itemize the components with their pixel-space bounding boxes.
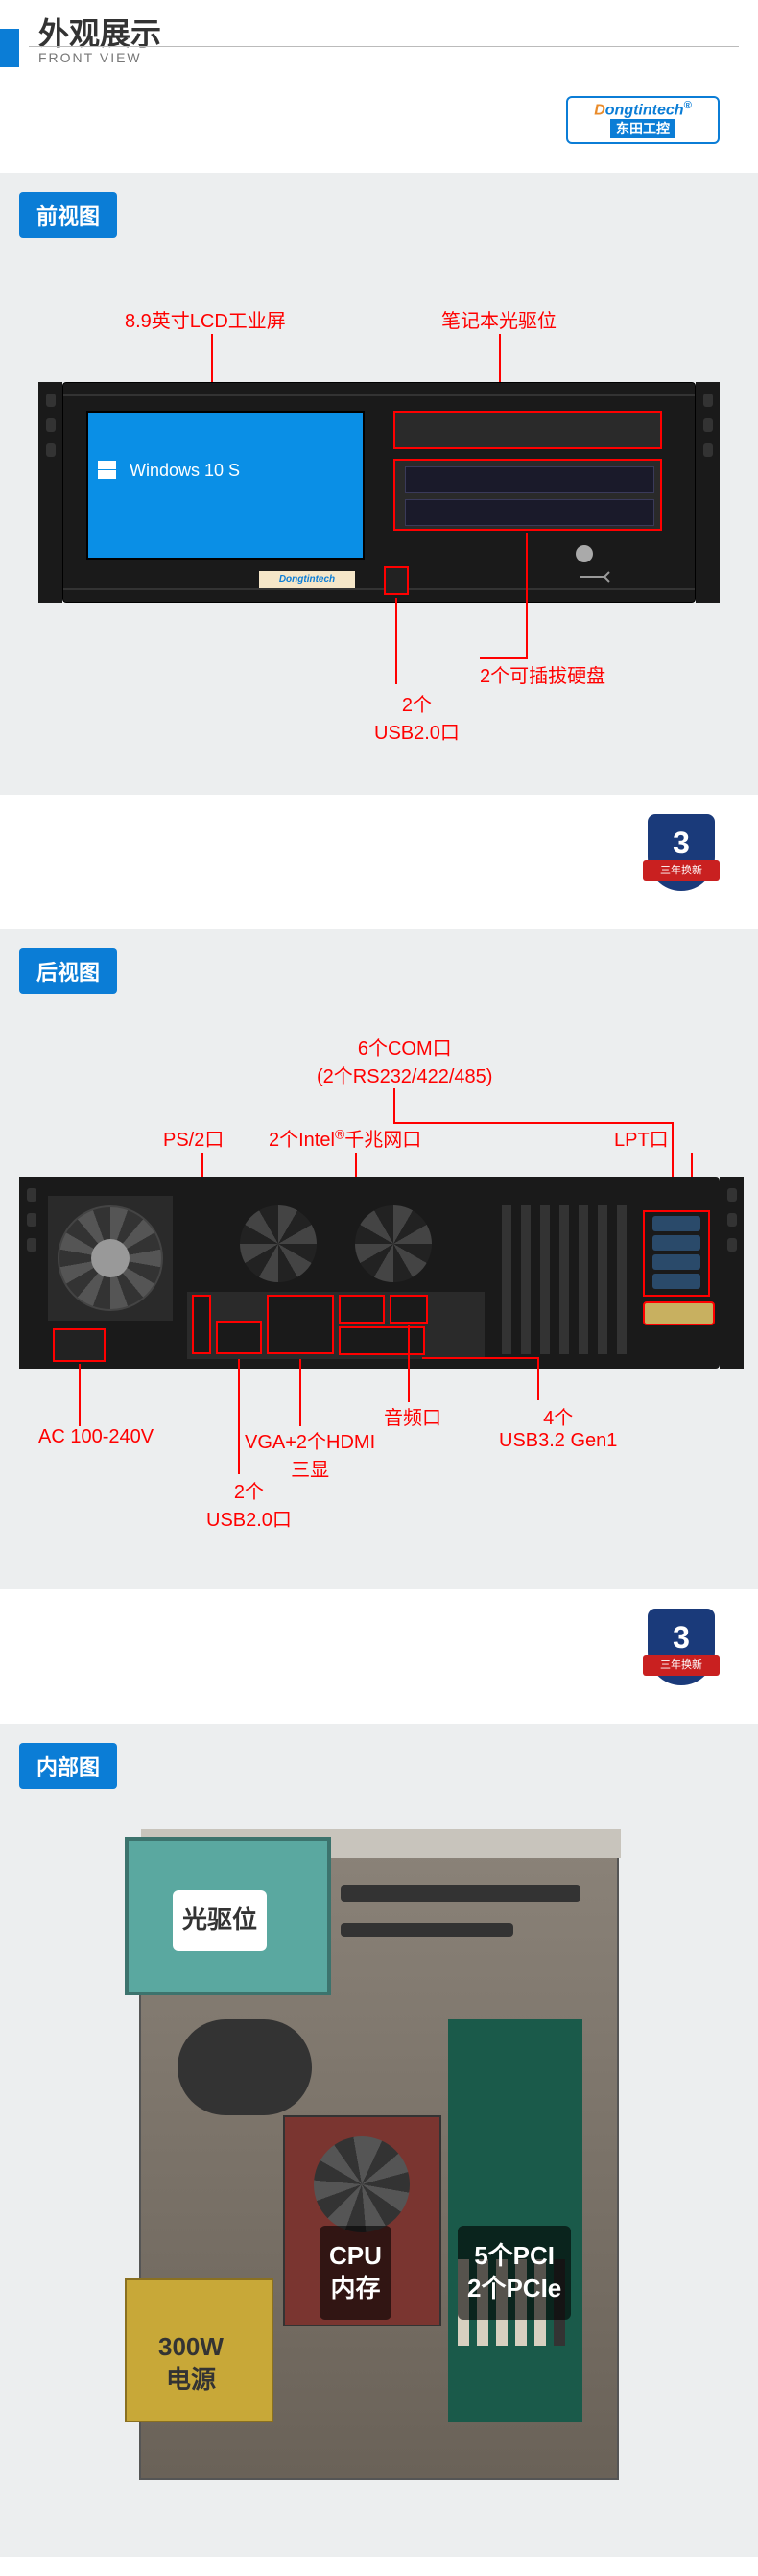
callout-lan: 2个Intel®千兆网口 xyxy=(269,1124,421,1152)
callout-usb: 2个 USB2.0口 xyxy=(374,689,460,745)
ps2-port xyxy=(192,1295,211,1354)
lcd-os-label: Windows 10 S xyxy=(98,461,240,482)
usb3-ports xyxy=(339,1326,425,1355)
header-accent-bar xyxy=(0,29,19,67)
brand-name-en: Dongtintech® xyxy=(568,100,718,119)
rack-ear-right xyxy=(696,382,720,603)
label-cpu-ram: CPU内存 xyxy=(320,2226,391,2320)
header-underline xyxy=(29,46,739,47)
internal-view-section: 内部图 光驱位 CPU内存 300W电源 5个PCI2个P xyxy=(0,1724,758,2557)
com-ports xyxy=(643,1210,710,1297)
front-view-title: 前视图 xyxy=(19,192,117,238)
lan-ports xyxy=(339,1295,385,1324)
callout-audio: 音频口 xyxy=(384,1402,441,1430)
badge-text: 三年换新 xyxy=(643,860,720,881)
brand-logo: Dongtintech® 东田工控 xyxy=(566,96,720,144)
callout-optical: 笔记本光驱位 xyxy=(441,305,557,333)
label-pci: 5个PCI2个PCIe xyxy=(458,2226,571,2320)
callout-com: 6个COM口 (2个RS232/422/485) xyxy=(317,1033,492,1088)
badge-text: 三年换新 xyxy=(643,1655,720,1676)
callout-lcd: 8.9英寸LCD工业屏 xyxy=(125,305,286,333)
rear-view-title: 后视图 xyxy=(19,948,117,994)
cable xyxy=(341,1923,513,1937)
callout-line xyxy=(299,1359,301,1426)
expansion-slots xyxy=(494,1201,638,1359)
hdd-slot xyxy=(405,499,654,526)
warranty-badge: 3 三年换新 xyxy=(643,1609,720,1695)
audio-ports xyxy=(390,1295,428,1324)
callout-ac: AC 100-240V xyxy=(38,1426,154,1448)
front-usb-ports xyxy=(384,566,409,595)
cpu-fan-icon xyxy=(314,2136,410,2232)
callout-ps2: PS/2口 xyxy=(163,1124,224,1152)
callout-hdd: 2个可插拔硬盘 xyxy=(480,660,605,688)
brand-name-cn: 东田工控 xyxy=(610,119,675,138)
front-view-diagram: 8.9英寸LCD工业屏 笔记本光驱位 Windows 10 S xyxy=(19,257,739,756)
warranty-badge: 3 三年换新 xyxy=(643,814,720,900)
callout-line xyxy=(526,533,528,657)
ac-inlet xyxy=(53,1328,106,1362)
header-title: 外观展示 xyxy=(38,10,161,54)
rear-view-section: 后视图 6个COM口 (2个RS232/422/485) PS/2口 2个Int… xyxy=(0,929,758,1589)
internal-view-title: 内部图 xyxy=(19,1743,117,1789)
callout-line xyxy=(480,657,528,659)
badge-number: 3 xyxy=(648,1620,715,1656)
callout-line xyxy=(238,1359,240,1474)
lcd-screen: Windows 10 S xyxy=(86,411,365,560)
callout-line xyxy=(79,1364,81,1426)
badge-number: 3 xyxy=(648,825,715,861)
internal-view-diagram: 光驱位 CPU内存 300W电源 5个PCI2个PCIe xyxy=(110,1808,648,2499)
callout-line xyxy=(393,1088,395,1122)
optical-drive-bay xyxy=(393,411,662,449)
key-lock xyxy=(576,545,633,564)
label-optical: 光驱位 xyxy=(173,1890,267,1951)
cable-bundle xyxy=(178,2019,312,2115)
usb2-ports xyxy=(216,1321,262,1354)
callout-usb2: 2个USB2.0口 xyxy=(206,1476,292,1532)
header-subtitle: FRONT VIEW xyxy=(38,50,142,65)
chassis-brand-label: Dongtintech xyxy=(259,571,355,588)
rack-ear-right xyxy=(720,1177,744,1369)
motherboard-area xyxy=(448,2019,582,2422)
lpt-port xyxy=(643,1301,715,1325)
psu xyxy=(48,1196,173,1321)
callout-line xyxy=(422,1357,537,1359)
callout-lpt: LPT口 xyxy=(614,1124,669,1152)
vga-hdmi-ports xyxy=(267,1295,334,1354)
callout-usb3: 4个USB3.2 Gen1 xyxy=(499,1402,617,1452)
label-psu: 300W电源 xyxy=(149,2317,233,2411)
hdd-bays xyxy=(393,459,662,531)
rack-ear-left xyxy=(38,382,62,603)
callout-line xyxy=(408,1325,410,1402)
fan-icon xyxy=(240,1205,317,1282)
front-view-section: 前视图 8.9英寸LCD工业屏 笔记本光驱位 Windows 10 S xyxy=(0,173,758,795)
rear-view-diagram: 6个COM口 (2个RS232/422/485) PS/2口 2个Intel®千… xyxy=(19,1014,739,1551)
callout-line xyxy=(537,1357,539,1400)
callout-vga: VGA+2个HDMI三显 xyxy=(245,1426,375,1482)
callout-line xyxy=(395,598,397,684)
windows-icon xyxy=(98,461,119,482)
cable xyxy=(341,1885,580,1902)
page-header: 外观展示 FRONT VIEW xyxy=(0,0,758,77)
hdd-slot xyxy=(405,466,654,493)
fan-icon xyxy=(355,1205,432,1282)
